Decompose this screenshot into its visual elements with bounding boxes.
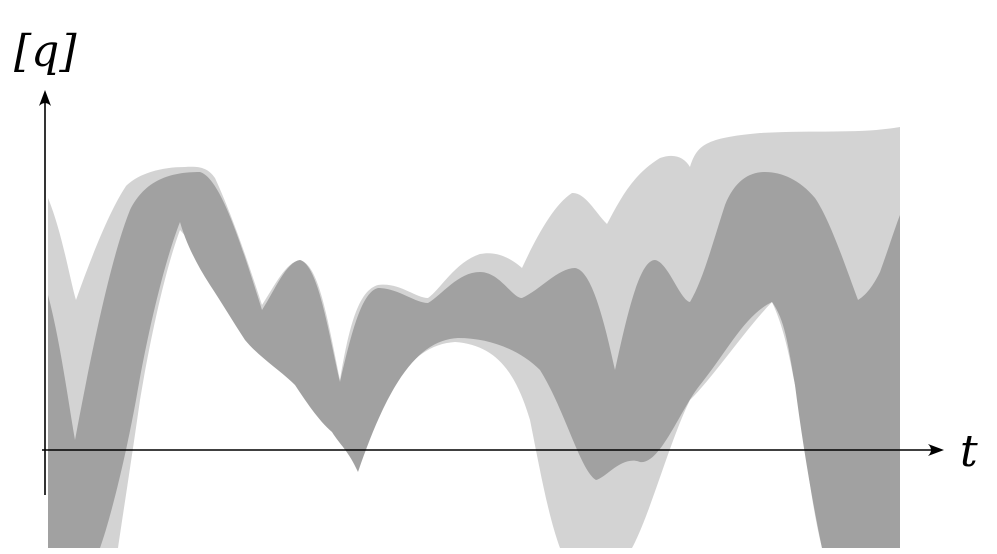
- x-axis-label: t: [960, 426, 978, 477]
- x-axis-arrowhead: [928, 444, 944, 456]
- inner-uncertainty-band: [48, 172, 900, 548]
- axes: [42, 100, 935, 495]
- y-axis-arrowhead: [39, 90, 51, 106]
- y-axis-label: [q]: [14, 26, 77, 77]
